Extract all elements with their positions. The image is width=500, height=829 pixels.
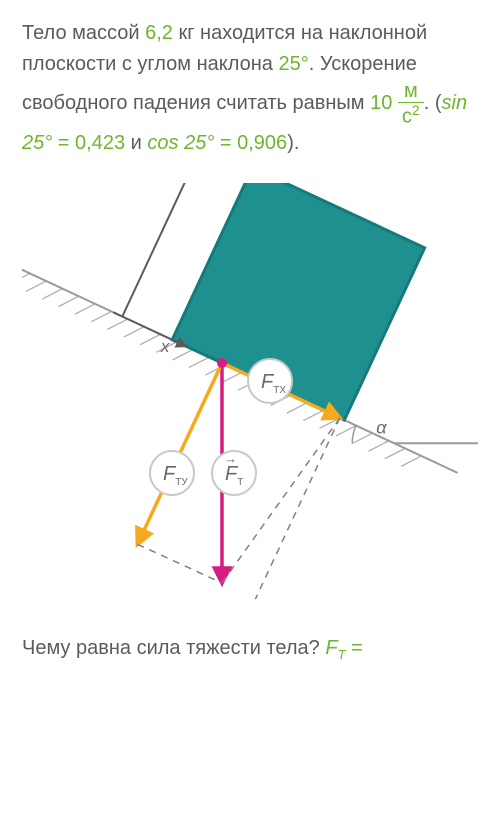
cos-label: cos 25° <box>147 132 214 154</box>
sin-value: = 0,423 <box>52 132 125 154</box>
svg-text:x: x <box>160 337 170 356</box>
unit-denominator: с2 <box>398 103 424 128</box>
svg-text:α: α <box>376 417 387 437</box>
g-value: 10 <box>370 92 392 114</box>
txt: Тело массой <box>22 22 145 44</box>
unit-fraction: м с2 <box>398 80 424 128</box>
q-txt: Чему равна сила тяжести тела? <box>22 637 325 659</box>
physics-diagram: αyxFТXFТУFТ→ <box>22 183 478 623</box>
equals: = <box>346 637 363 659</box>
problem-text: Тело массой 6,2 кг находится на наклонно… <box>22 18 478 159</box>
question-text: Чему равна сила тяжести тела? FТ = <box>22 637 478 662</box>
mass-value: 6,2 <box>145 22 173 44</box>
svg-text:→: → <box>224 451 237 466</box>
unit-numerator: м <box>398 80 424 103</box>
txt: ). <box>287 132 299 154</box>
angle-value: 25° <box>278 53 308 75</box>
force-symbol: FТ <box>325 637 345 659</box>
cos-value: = 0,906 <box>220 132 287 154</box>
txt: . ( <box>424 92 442 114</box>
txt: и <box>125 132 147 154</box>
